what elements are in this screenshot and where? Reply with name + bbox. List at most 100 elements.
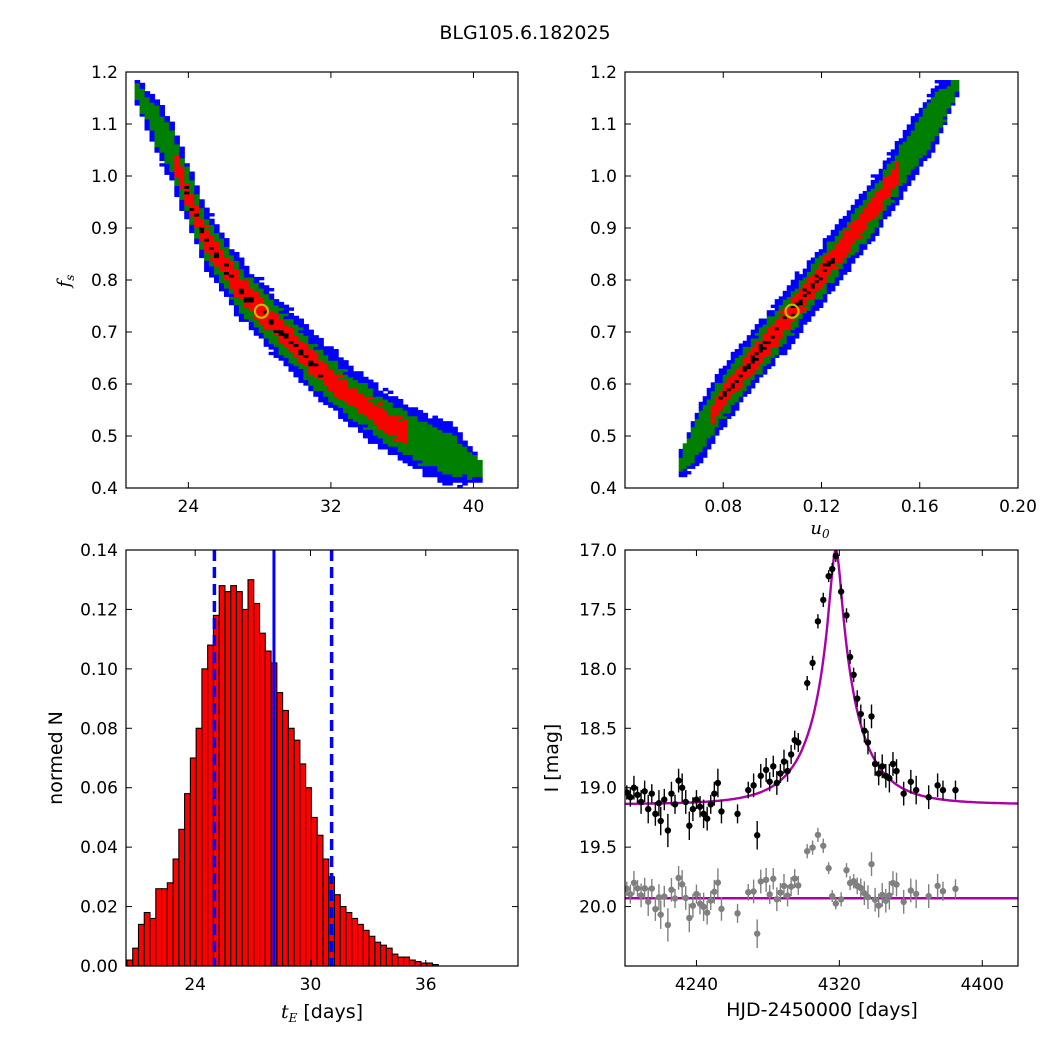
likelihood-cell bbox=[690, 459, 696, 464]
likelihood-cell bbox=[742, 387, 748, 392]
likelihood-cell bbox=[706, 390, 712, 395]
likelihood-cell bbox=[377, 443, 384, 447]
likelihood-cell bbox=[209, 232, 215, 236]
likelihood-cell bbox=[218, 243, 225, 248]
likelihood-cell bbox=[854, 224, 860, 228]
likelihood-cell bbox=[422, 462, 429, 467]
likelihood-cell bbox=[467, 476, 473, 480]
likelihood-cell bbox=[706, 396, 712, 400]
likelihood-cell bbox=[858, 210, 864, 214]
likelihood-cell bbox=[702, 421, 708, 425]
likelihood-cell bbox=[710, 393, 716, 397]
likelihood-cell bbox=[343, 396, 349, 400]
likelihood-cell bbox=[790, 329, 796, 333]
residual-point bbox=[907, 887, 915, 894]
likelihood-cell bbox=[934, 107, 940, 112]
x-tick-label: 36 bbox=[415, 975, 437, 995]
likelihood-cell bbox=[417, 418, 424, 422]
likelihood-cell bbox=[770, 310, 776, 314]
likelihood-cell bbox=[950, 93, 956, 98]
likelihood-cell bbox=[726, 393, 732, 397]
likelihood-cell bbox=[357, 423, 364, 428]
likelihood-cell bbox=[850, 238, 856, 242]
likelihood-cell bbox=[938, 88, 944, 92]
residual-point bbox=[787, 883, 795, 890]
likelihood-cell bbox=[762, 346, 768, 350]
likelihood-cell bbox=[248, 274, 255, 278]
likelihood-cell bbox=[734, 365, 740, 370]
likelihood-cell bbox=[357, 404, 364, 408]
likelihood-cell bbox=[243, 293, 250, 297]
likelihood-cell bbox=[798, 329, 804, 333]
likelihood-cell bbox=[258, 326, 265, 331]
likelihood-cell bbox=[942, 96, 948, 101]
likelihood-cell bbox=[930, 99, 936, 103]
likelihood-cell bbox=[387, 423, 394, 428]
likelihood-cell bbox=[818, 285, 824, 289]
panel-light-curve: 4240 4320 440017.017.518.018.519.019.520.0… bbox=[541, 541, 1019, 1021]
likelihood-cell bbox=[842, 257, 848, 261]
likelihood-cell bbox=[710, 421, 716, 425]
likelihood-cell bbox=[457, 471, 463, 475]
likelihood-cell bbox=[263, 329, 270, 333]
likelihood-cell bbox=[710, 390, 716, 395]
likelihood-cell bbox=[288, 362, 295, 367]
likelihood-cell bbox=[392, 412, 399, 417]
likelihood-cell bbox=[214, 243, 220, 248]
likelihood-cell bbox=[412, 418, 419, 422]
likelihood-cell bbox=[710, 426, 716, 431]
residual-point bbox=[753, 930, 761, 937]
likelihood-cell bbox=[722, 376, 728, 381]
likelihood-cell bbox=[798, 282, 804, 286]
likelihood-cell bbox=[412, 426, 419, 431]
likelihood-cell bbox=[214, 263, 220, 267]
likelihood-cell bbox=[258, 335, 265, 339]
likelihood-cell bbox=[432, 421, 438, 425]
y-tick-label: 1.1 bbox=[91, 115, 118, 135]
likelihood-cell bbox=[159, 154, 165, 159]
likelihood-cell bbox=[159, 143, 165, 148]
likelihood-cell bbox=[694, 429, 700, 433]
likelihood-cell bbox=[758, 337, 764, 342]
likelihood-cell bbox=[770, 318, 776, 322]
likelihood-cell bbox=[308, 337, 314, 342]
likelihood-cell bbox=[818, 268, 824, 272]
likelihood-cell bbox=[442, 468, 448, 472]
likelihood-cell bbox=[886, 202, 892, 206]
likelihood-cell bbox=[866, 196, 872, 200]
likelihood-cell bbox=[830, 232, 836, 236]
likelihood-cell bbox=[686, 471, 692, 475]
histogram-bar bbox=[264, 650, 272, 967]
data-point bbox=[825, 572, 832, 580]
likelihood-cell bbox=[910, 132, 916, 137]
likelihood-cell bbox=[308, 360, 314, 364]
likelihood-cell bbox=[798, 290, 804, 295]
likelihood-cell bbox=[194, 229, 200, 234]
likelihood-cell bbox=[298, 379, 304, 383]
residual-point bbox=[711, 888, 718, 895]
likelihood-cell bbox=[387, 446, 394, 450]
likelihood-cell bbox=[926, 118, 932, 123]
likelihood-cell bbox=[189, 185, 195, 189]
likelihood-cell bbox=[199, 251, 205, 256]
likelihood-cell bbox=[214, 224, 220, 228]
likelihood-cell bbox=[303, 354, 309, 358]
likelihood-cell bbox=[850, 210, 856, 214]
likelihood-cell bbox=[914, 154, 920, 159]
likelihood-cell bbox=[298, 354, 304, 358]
likelihood-cell bbox=[164, 168, 170, 173]
likelihood-cell bbox=[174, 152, 180, 156]
likelihood-cell bbox=[313, 346, 319, 350]
likelihood-cell bbox=[846, 257, 852, 261]
residual-point bbox=[637, 892, 645, 899]
likelihood-cell bbox=[422, 457, 429, 461]
likelihood-cell bbox=[293, 362, 300, 367]
likelihood-cell bbox=[858, 215, 864, 220]
likelihood-cell bbox=[698, 404, 704, 408]
likelihood-cell bbox=[447, 451, 453, 456]
likelihood-cell bbox=[263, 343, 270, 347]
likelihood-cell bbox=[268, 288, 275, 292]
likelihood-cell bbox=[209, 271, 215, 275]
likelihood-cell bbox=[318, 349, 324, 353]
likelihood-cell bbox=[714, 404, 720, 408]
